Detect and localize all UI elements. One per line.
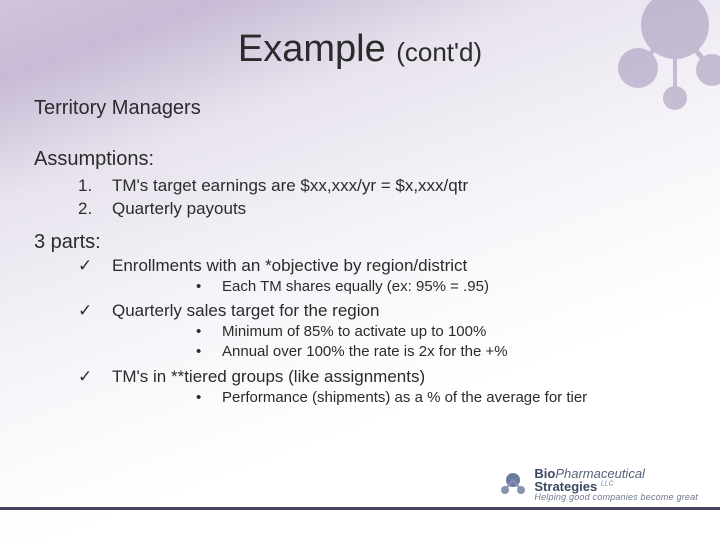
list-item: ✓ TM's in **tiered groups (like assignme… bbox=[78, 367, 686, 387]
sub-bullets: • Performance (shipments) as a % of the … bbox=[196, 388, 686, 408]
list-item: 2. Quarterly payouts bbox=[78, 198, 686, 221]
item-number: 2. bbox=[78, 198, 112, 221]
check-icon: ✓ bbox=[78, 301, 112, 321]
item-text: Performance (shipments) as a % of the av… bbox=[222, 388, 587, 408]
logo-icon bbox=[498, 470, 528, 500]
logo-suffix: LLC bbox=[601, 481, 614, 488]
footer-divider bbox=[0, 507, 720, 510]
list-item: 1. TM's target earnings are $xx,xxx/yr =… bbox=[78, 175, 686, 198]
list-item: • Each TM shares equally (ex: 95% = .95) bbox=[196, 277, 686, 297]
section-3parts: 3 parts: bbox=[34, 231, 686, 254]
logo-tagline: Helping good companies become great bbox=[534, 493, 698, 502]
list-item: • Minimum of 85% to activate up to 100% bbox=[196, 322, 686, 342]
title-main: Example bbox=[238, 28, 386, 70]
check-icon: ✓ bbox=[78, 256, 112, 276]
section-assumptions: Assumptions: bbox=[34, 148, 686, 171]
title-sub: (cont'd) bbox=[396, 37, 482, 67]
item-text: Annual over 100% the rate is 2x for the … bbox=[222, 342, 508, 362]
sub-bullets: • Minimum of 85% to activate up to 100% … bbox=[196, 322, 686, 363]
parts-list: ✓ Enrollments with an *objective by regi… bbox=[78, 256, 686, 408]
logo-text: BioPharmaceutical Strategies LLC Helping… bbox=[534, 467, 698, 502]
section-territory-managers: Territory Managers bbox=[34, 97, 686, 120]
footer-logo: BioPharmaceutical Strategies LLC Helping… bbox=[498, 467, 698, 502]
slide-body: Example (cont'd) Territory Managers Assu… bbox=[0, 0, 720, 540]
assumptions-list: 1. TM's target earnings are $xx,xxx/yr =… bbox=[78, 175, 686, 221]
item-text: Minimum of 85% to activate up to 100% bbox=[222, 322, 486, 342]
sub-bullets: • Each TM shares equally (ex: 95% = .95) bbox=[196, 277, 686, 297]
check-icon: ✓ bbox=[78, 367, 112, 387]
item-text: Quarterly payouts bbox=[112, 198, 246, 221]
item-number: 1. bbox=[78, 175, 112, 198]
list-item: • Annual over 100% the rate is 2x for th… bbox=[196, 342, 686, 362]
list-item: • Performance (shipments) as a % of the … bbox=[196, 388, 686, 408]
bullet-icon: • bbox=[196, 277, 222, 297]
item-text: Each TM shares equally (ex: 95% = .95) bbox=[222, 277, 489, 297]
item-text: TM's target earnings are $xx,xxx/yr = $x… bbox=[112, 175, 468, 198]
item-text: Enrollments with an *objective by region… bbox=[112, 256, 467, 276]
list-item: ✓ Enrollments with an *objective by regi… bbox=[78, 256, 686, 276]
bullet-icon: • bbox=[196, 322, 222, 342]
slide-title: Example (cont'd) bbox=[34, 28, 686, 71]
list-item: ✓ Quarterly sales target for the region bbox=[78, 301, 686, 321]
item-text: Quarterly sales target for the region bbox=[112, 301, 379, 321]
item-text: TM's in **tiered groups (like assignment… bbox=[112, 367, 425, 387]
bullet-icon: • bbox=[196, 342, 222, 362]
bullet-icon: • bbox=[196, 388, 222, 408]
